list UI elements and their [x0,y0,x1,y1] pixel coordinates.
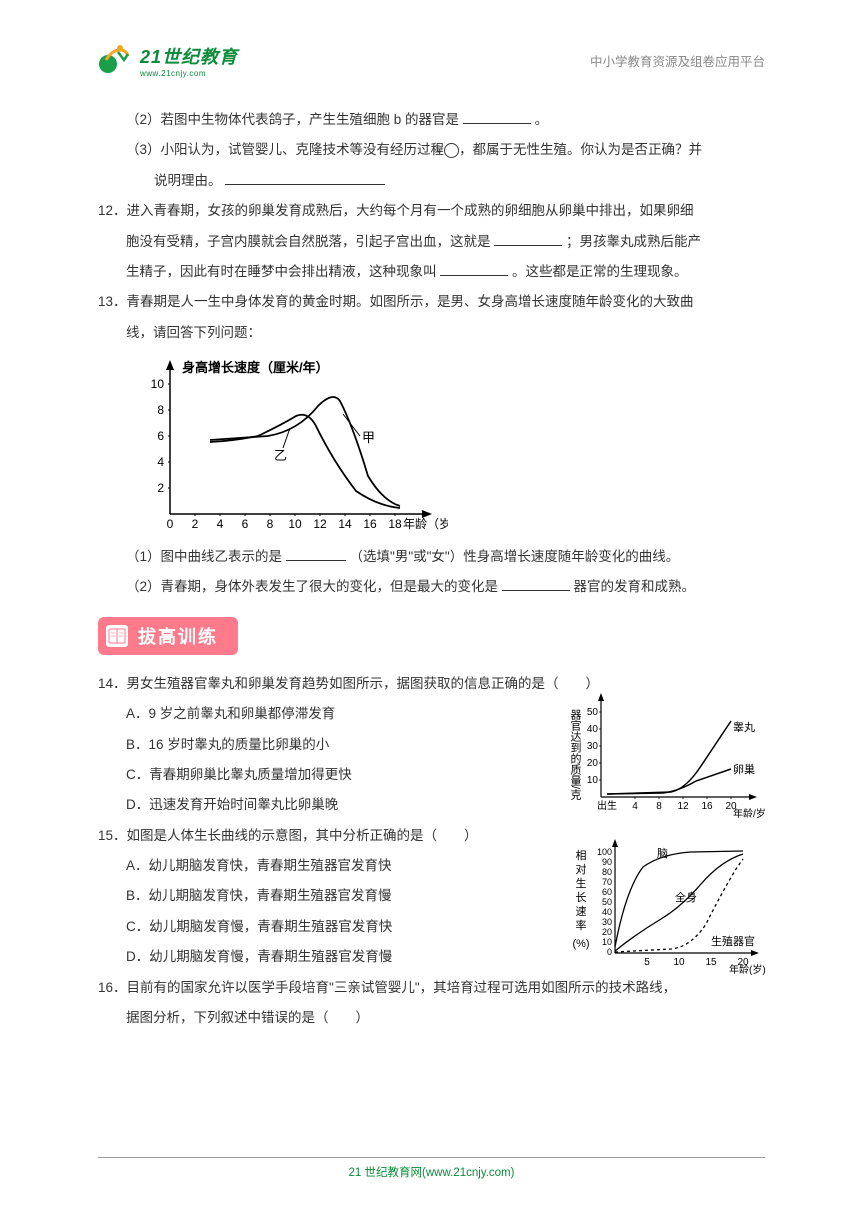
svg-text:18: 18 [388,517,402,531]
svg-text:(%): (%) [572,938,589,950]
svg-text:对: 对 [576,862,587,876]
svg-text:16: 16 [701,801,713,812]
svg-text:器官达到的质量/克: 器官达到的质量/克 [571,708,582,799]
svg-text:14: 14 [338,517,352,531]
svg-text:30: 30 [602,917,612,927]
q11-sub3-line1: （3）小阳认为，试管婴儿、克隆技术等没有经历过程①，都属于无性生殖。你认为是否正… [98,135,766,165]
q15-chart: 相 对 生 长 速 率 (%) 0 10 20 30 40 50 60 [571,839,771,975]
svg-text:睾丸: 睾丸 [733,720,755,734]
label-jia: 甲 [362,430,375,445]
svg-text:卵巢: 卵巢 [733,763,755,776]
q12-line1: 12．进入青春期，女孩的卵巢发育成熟后，大约每个月有一个成熟的卵细胞从卵巢中排出… [98,196,766,226]
svg-text:10: 10 [602,937,612,947]
chart-title: 身高增长速度（厘米/年） [182,360,329,375]
blank [286,548,346,562]
blank [463,111,531,125]
q14-chart: 器官达到的质量/克 10 20 30 40 50 [571,691,771,819]
section-badge: 拔高训练 [98,617,238,655]
page-header: 21世纪教育 www.21cnjy.com 中小学教育资源及组卷应用平台 [98,40,765,80]
logo-text: 21世纪教育 www.21cnjy.com [140,43,238,78]
q13-chart: 2 4 6 8 10 0 2 4 6 8 10 12 [138,356,448,534]
svg-text:4: 4 [217,517,224,531]
label-yi: 乙 [274,448,287,463]
svg-text:50: 50 [602,897,612,907]
svg-text:速: 速 [576,905,587,918]
svg-text:6: 6 [242,517,249,531]
svg-text:4: 4 [632,801,638,812]
svg-text:8: 8 [656,801,662,812]
svg-text:长: 长 [576,891,587,904]
svg-text:30: 30 [587,741,599,752]
svg-text:50: 50 [587,707,599,718]
page-footer: 21 世纪教育网(www.21cnjy.com) [98,1157,765,1180]
circled-1: ① [444,143,459,158]
svg-text:70: 70 [602,877,612,887]
svg-text:16: 16 [363,517,377,531]
svg-text:80: 80 [602,867,612,877]
svg-text:生殖器官: 生殖器官 [711,934,755,948]
svg-text:10: 10 [288,517,302,531]
blank [494,232,562,246]
svg-text:全身: 全身 [675,890,697,904]
header-right-text: 中小学教育资源及组卷应用平台 [590,51,765,70]
svg-text:60: 60 [602,887,612,897]
page-content: （2）若图中生物体代表鸽子，产生生殖细胞 b 的器官是 。 （3）小阳认为，试管… [98,105,766,1033]
q13-sub1: （1）图中曲线乙表示的是 （选填"男"或"女"）性身高增长速度随年龄变化的曲线。 [98,542,766,572]
svg-text:90: 90 [602,857,612,867]
q13-line2: 线，请回答下列问题： [98,318,766,348]
svg-text:5: 5 [644,957,650,968]
svg-text:40: 40 [602,907,612,917]
x-label: 年龄（岁） [403,516,448,531]
svg-text:10: 10 [587,775,599,786]
svg-text:40: 40 [587,724,599,735]
logo-sub-text: www.21cnjy.com [140,69,238,78]
logo-main-text: 21世纪教育 [140,43,238,69]
svg-text:12: 12 [313,517,327,531]
svg-text:100: 100 [597,847,612,857]
blank [225,171,385,185]
logo-icon [98,42,136,78]
ytick: 10 [151,377,165,391]
q16-line1: 16．目前有的国家允许以医学手段培育"三亲试管婴儿"，其培育过程可选用如图所示的… [98,973,766,1003]
q13-line1: 13．青春期是人一生中身体发育的黄金时期。如图所示，是男、女身高增长速度随年龄变… [98,287,766,317]
q15: 15．如图是人体生长曲线的示意图，其中分析正确的是（ ） A．幼儿期脑发育快，青… [98,821,766,973]
svg-text:出生: 出生 [597,799,617,812]
logo: 21世纪教育 www.21cnjy.com [98,42,238,78]
book-icon [106,625,128,647]
svg-text:0: 0 [167,517,174,531]
svg-text:15: 15 [705,957,717,968]
svg-text:0: 0 [607,947,612,957]
blank [502,578,570,592]
q14: 14．男女生殖器官睾丸和卵巢发育趋势如图所示，据图获取的信息正确的是（ ） A．… [98,669,766,821]
svg-text:2: 2 [192,517,199,531]
svg-text:12: 12 [677,801,689,812]
ytick: 6 [157,429,164,443]
q16-line2: 据图分析，下列叙述中错误的是（ ） [98,1003,766,1033]
q13-sub2: （2）青春期，身体外表发生了很大的变化，但是最大的变化是 器官的发育和成熟。 [98,572,766,602]
svg-text:生: 生 [576,876,587,890]
ytick: 4 [157,455,164,469]
section-label: 拔高训练 [138,623,218,649]
svg-text:年龄/岁: 年龄/岁 [733,807,766,819]
svg-text:10: 10 [673,957,685,968]
q11-sub3-line2: 说明理由。 [98,166,766,196]
ytick: 8 [157,403,164,417]
svg-text:20: 20 [602,927,612,937]
blank [440,262,508,276]
svg-text:年龄(岁): 年龄(岁) [729,963,766,975]
svg-text:8: 8 [267,517,274,531]
q12-line3: 生精子，因此有时在睡梦中会排出精液，这种现象叫 。这些都是正常的生理现象。 [98,257,766,287]
svg-text:脑: 脑 [657,847,668,860]
q12-line2: 胞没有受精，子宫内膜就会自然脱落，引起子宫出血，这就是 ；男孩睾丸成熟后能产 [98,227,766,257]
svg-text:20: 20 [587,758,599,769]
ytick: 2 [157,481,164,495]
svg-text:相: 相 [576,849,587,862]
svg-text:率: 率 [576,918,587,932]
q11-sub2: （2）若图中生物体代表鸽子，产生生殖细胞 b 的器官是 。 [98,105,766,135]
